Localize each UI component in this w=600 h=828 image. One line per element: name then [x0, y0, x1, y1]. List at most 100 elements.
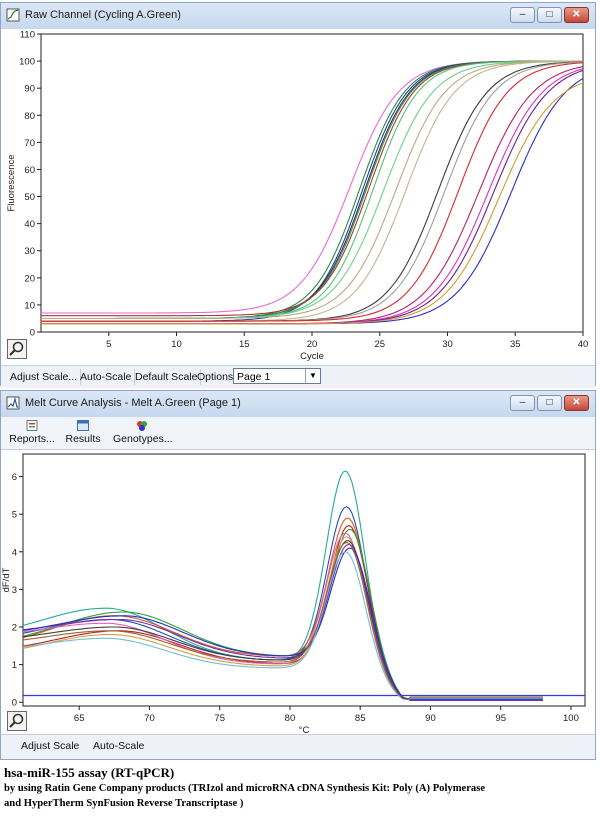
reports-label: Reports... [9, 433, 55, 445]
melt-y-tick-label: 4 [12, 547, 17, 558]
amp-x-tick-label: 5 [106, 339, 111, 350]
raw-channel-window: Raw Channel (Cycling A.Green) – □ ✕ 5 10 1… [0, 2, 596, 388]
melt-curve-toolbar: Reports... Results Genotypes... [1, 417, 595, 450]
melt-y-tick-label: 6 [12, 472, 17, 483]
options-button[interactable]: Options [197, 371, 234, 383]
amp-x-axis-label: Cycle [300, 351, 324, 362]
melt-curve-bottombar: Adjust Scale Auto-Scale [1, 734, 595, 759]
maximize-icon: □ [546, 397, 553, 408]
melt-y-tick-label: 5 [12, 510, 17, 521]
amplification-series-line [41, 60, 583, 320]
amp-y-tick-label: 10 [24, 300, 35, 311]
melt-y-axis-label: dF/dT [1, 567, 12, 592]
melt-window-icon [6, 396, 20, 410]
melt-curve-chart: 65 70 75 80 85 90 95 100 0 1 2 3 4 5 6 °C dF/dT [1, 453, 586, 736]
minimize-icon: – [519, 9, 526, 20]
amplification-chart: 5 10 15 20 25 30 35 40 0 10 20 30 40 50 60 70 80 90 100 110… [6, 30, 589, 363]
minimize-button[interactable]: – [510, 395, 535, 411]
amp-x-tick-label: 20 [307, 339, 318, 350]
close-button[interactable]: ✕ [564, 395, 589, 411]
melt-curve-title: Melt Curve Analysis - Melt A.Green (Page… [25, 397, 241, 409]
melt-y-tick-label: 1 [12, 660, 17, 671]
auto-scale-button[interactable]: Auto-Scale [93, 740, 145, 752]
melt-y-tick-label: 0 [12, 698, 17, 709]
page-select-value: Page 1 [237, 371, 271, 383]
amp-y-tick-label: 0 [30, 328, 35, 339]
melt-y-tick-label: 3 [12, 585, 17, 596]
raw-channel-plot-area: 5 10 15 20 25 30 35 40 0 10 20 30 40 50 60 70 80 90 100 110… [1, 29, 595, 365]
raw-channel-title: Raw Channel (Cycling A.Green) [25, 9, 181, 21]
default-scale-button[interactable]: Default Scale [132, 369, 202, 385]
chevron-down-icon[interactable]: ▼ [305, 369, 320, 383]
report-icon [26, 420, 38, 431]
maximize-button[interactable]: □ [537, 7, 562, 23]
amp-x-tick-label: 10 [171, 339, 182, 350]
amp-y-tick-label: 110 [20, 30, 35, 41]
raw-channel-titlebar[interactable]: Raw Channel (Cycling A.Green) – □ ✕ [1, 3, 595, 30]
amp-x-tick-label: 15 [239, 339, 250, 350]
reports-button[interactable]: Reports... [9, 417, 55, 449]
adjust-scale-button[interactable]: Adjust Scale... [7, 369, 82, 385]
amp-y-tick-label: 60 [24, 165, 35, 176]
amp-y-tick-label: 70 [24, 138, 35, 149]
amp-y-tick-label: 50 [24, 192, 35, 203]
amplification-series-line [41, 82, 583, 325]
raw-channel-toolbar: Adjust Scale... Auto-Scale Default Scale… [1, 365, 595, 388]
melt-curve-plot-area: 65 70 75 80 85 90 95 100 0 1 2 3 4 5 6 °C dF/dT [1, 450, 595, 736]
genotypes-label: Genotypes... [113, 433, 173, 445]
maximize-button[interactable]: □ [537, 395, 562, 411]
amp-y-tick-label: 100 [19, 57, 35, 68]
caption-title: hsa-miR-155 assay (RT-qPCR) [4, 765, 175, 780]
melt-series-line [23, 541, 543, 701]
maximize-icon: □ [546, 9, 553, 20]
melt-y-tick-label: 2 [12, 623, 17, 634]
melt-curve-window: Melt Curve Analysis - Melt A.Green (Page… [0, 390, 596, 760]
genotypes-icon [137, 421, 147, 431]
amp-x-tick-label: 40 [578, 339, 589, 350]
close-icon: ✕ [572, 397, 581, 408]
melt-x-tick-label: 95 [495, 713, 506, 724]
amp-plot-frame [40, 33, 584, 333]
melt-x-tick-label: 70 [144, 713, 155, 724]
results-label: Results [65, 433, 101, 445]
amplification-curves [41, 60, 583, 325]
melt-x-tick-label: 65 [74, 713, 85, 724]
caption-line2: and HyperTherm SynFusion Reverse Transcr… [4, 798, 244, 809]
chart-window-icon [6, 8, 20, 22]
amp-y-axis-label: Fluorescence [6, 154, 17, 211]
zoom-icon[interactable] [7, 711, 27, 731]
melt-series-line [23, 547, 543, 700]
amp-y-tick-label: 30 [24, 246, 35, 257]
melt-curves [23, 470, 585, 701]
close-icon: ✕ [572, 9, 581, 20]
melt-series-line [23, 551, 543, 701]
results-button[interactable]: Results [63, 417, 103, 449]
amp-y-tick-label: 40 [24, 219, 35, 230]
melt-x-tick-label: 75 [214, 713, 225, 724]
melt-x-tick-label: 85 [355, 713, 366, 724]
melt-x-tick-label: 100 [563, 713, 579, 724]
zoom-icon[interactable] [7, 339, 27, 359]
caption-line1: by using Ratin Gene Company products (TR… [4, 783, 486, 794]
minimize-icon: – [519, 397, 526, 408]
auto-scale-button[interactable]: Auto-Scale [77, 369, 136, 385]
amplification-series-line [41, 62, 583, 322]
melt-plot-frame [22, 453, 586, 707]
adjust-scale-button[interactable]: Adjust Scale [21, 740, 80, 752]
amp-y-tick-label: 90 [24, 84, 35, 95]
melt-series-line [23, 543, 543, 701]
minimize-button[interactable]: – [510, 7, 535, 23]
amp-y-tick-label: 80 [24, 111, 35, 122]
amp-x-tick-label: 25 [374, 339, 385, 350]
amp-y-tick-label: 20 [24, 273, 35, 284]
results-icon [77, 420, 89, 431]
close-button[interactable]: ✕ [564, 7, 589, 23]
melt-x-tick-label: 90 [425, 713, 436, 724]
melt-x-tick-label: 80 [285, 713, 296, 724]
amp-x-tick-label: 35 [510, 339, 521, 350]
melt-x-axis-label: °C [299, 725, 310, 735]
amp-x-tick-label: 30 [442, 339, 453, 350]
genotypes-button[interactable]: Genotypes... [113, 417, 173, 449]
melt-curve-titlebar[interactable]: Melt Curve Analysis - Melt A.Green (Page… [1, 391, 595, 418]
page-select[interactable]: Page 1 ▼ [233, 368, 321, 384]
